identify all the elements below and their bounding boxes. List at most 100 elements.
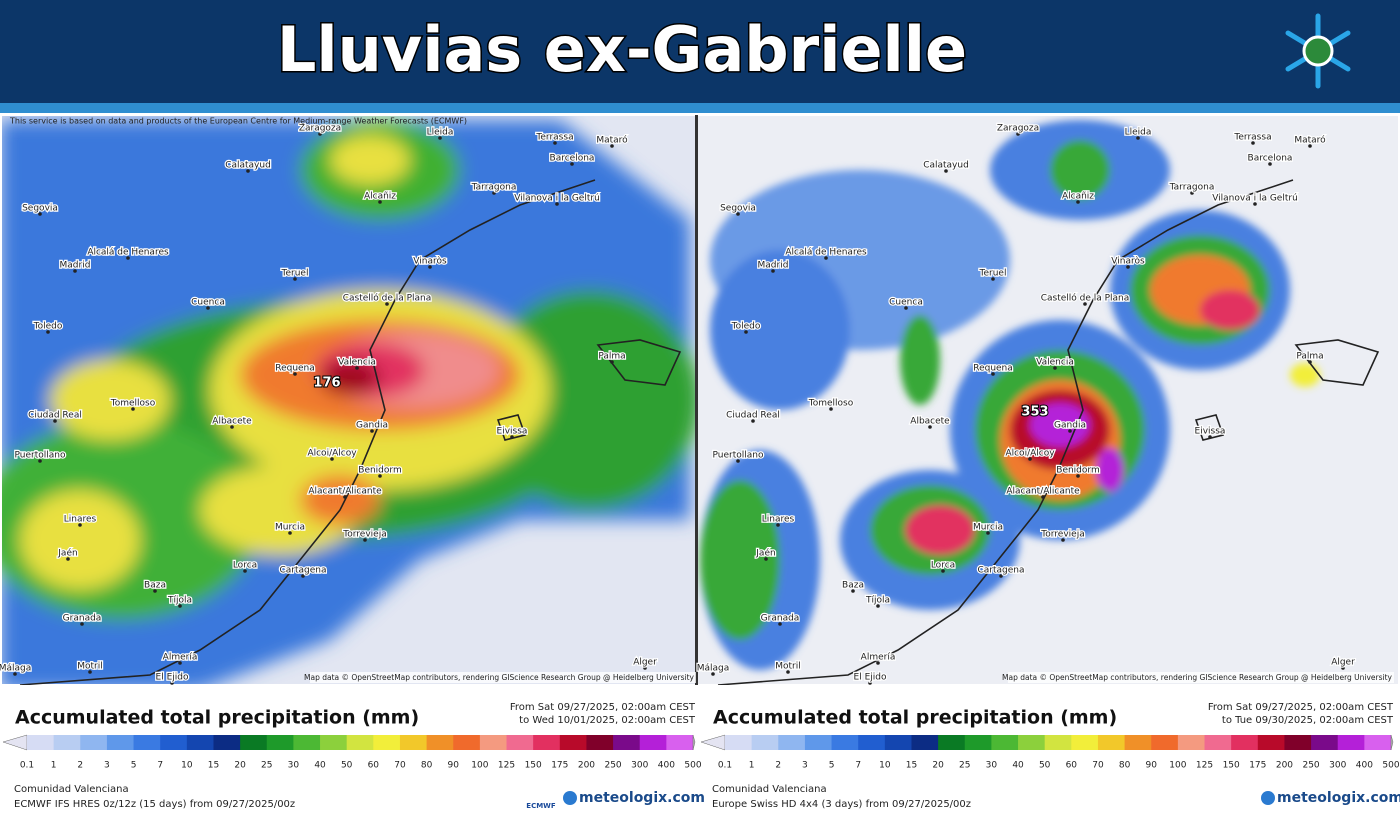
place-label: Gandia [1054,421,1086,431]
colorbar-label: 7 [855,761,861,771]
colorbar-swatch [639,735,667,750]
place-dot [643,666,647,670]
place-label: El Ejido [854,673,887,683]
colorbar-swatch [559,735,587,750]
colorbar-label: 15 [208,761,219,771]
colorbar-label: 3 [802,761,808,771]
place-dot [153,589,157,593]
colorbar-label: 175 [551,761,568,771]
colorbar-label: 30 [986,761,998,771]
colorbar-label: 100 [471,761,488,771]
place-label: Requena [973,364,1013,374]
place-dot [555,202,559,206]
place-label: Torrevieja [342,530,386,540]
place-label: Teruel [281,269,309,279]
place-label: Lorca [931,561,955,571]
place-dot [80,622,84,626]
colorbar-swatch [1337,735,1365,750]
colorbar-swatch [426,735,454,750]
place-label: Jaén [57,548,77,559]
period-to: to Wed 10/01/2025, 02:00am CEST [519,715,696,726]
colorbar-label: 70 [394,761,406,771]
colorbar-arrow-right [692,734,696,751]
place-dot [492,191,496,195]
place-label: Alacant/Alicante [1006,487,1080,497]
place-label: Albacete [212,417,252,427]
place-dot [771,269,775,273]
colorbar-swatch [240,735,268,750]
colorbar-label: 80 [1119,761,1131,771]
place-label: Alcalá de Henares [87,248,169,258]
colorbar-swatch [266,735,294,750]
place-dot [330,457,334,461]
brand: meteologix.com [1277,790,1400,806]
place-dot [1308,360,1312,364]
place-dot [428,265,432,269]
place-label: Linares [762,515,795,525]
colorbar-swatch [346,735,374,750]
place-label: Alcalá de Henares [785,248,867,258]
snowflake-logo [1285,13,1351,89]
colorbar-swatch [453,735,481,750]
place-label: Cuenca [191,298,225,308]
place-dot [778,622,782,626]
place-dot [131,407,135,411]
place-dot [318,132,322,136]
place-dot [610,360,614,364]
colorbar-swatch [1044,735,1072,750]
place-dot [46,330,50,334]
colorbar-label: 200 [578,761,595,771]
attribution-bottom: Map data © OpenStreetMap contributors, r… [304,673,695,682]
place-label: Almería [163,653,198,663]
period-to: to Tue 09/30/2025, 02:00am CEST [1222,715,1394,726]
colorbar-label: 250 [1302,761,1319,771]
map-swisshd [698,116,1398,684]
place-dot [170,681,174,685]
colorbar-swatch [666,735,694,750]
place-dot [246,169,250,173]
place-dot [1028,457,1032,461]
colorbar-swatch [964,735,992,750]
place-dot [868,681,872,685]
place-dot [876,661,880,665]
colorbar-swatch [133,735,161,750]
legend-title: Accumulated total precipitation (mm) [15,707,419,729]
colorbar-label: 300 [631,761,648,771]
place-label: Terrassa [535,133,573,143]
colorbar-swatch [1284,735,1312,750]
colorbar-swatch [1257,735,1285,750]
colorbar-arrow-right [1390,734,1394,751]
place-label: Vilanova i la Geltrú [514,194,600,204]
colorbar-label: 3 [104,761,110,771]
place-dot [206,306,210,310]
place-label: Alacant/Alicante [308,487,382,497]
place-label: Barcelona [1248,154,1293,164]
colorbar-swatch [586,735,614,750]
place-label: Alcañiz [364,192,396,202]
colorbar-label: 125 [498,761,515,771]
colorbar-swatch [1124,735,1152,750]
place-dot [736,459,740,463]
place-dot [38,212,42,216]
place-dot [230,425,234,429]
place-dot [510,435,514,439]
place-label: Almería [861,653,896,663]
place-dot [13,672,17,676]
place-dot [928,425,932,429]
place-dot [986,531,990,535]
colorbar-swatch [613,735,641,750]
place-label: Mataró [1294,135,1326,146]
colorbar-label: 50 [341,761,353,771]
place-label: Linares [64,515,97,525]
place-dot [1068,429,1072,433]
place-label: Murcia [973,523,1003,533]
place-label: Alcañiz [1062,192,1094,202]
colorbar-swatch [293,735,321,750]
colorbar-label: 70 [1092,761,1104,771]
place-label: Valencia [338,358,376,368]
place-dot [378,474,382,478]
place-label: El Ejido [156,673,189,683]
place-dot [178,604,182,608]
place-dot [1126,265,1130,269]
